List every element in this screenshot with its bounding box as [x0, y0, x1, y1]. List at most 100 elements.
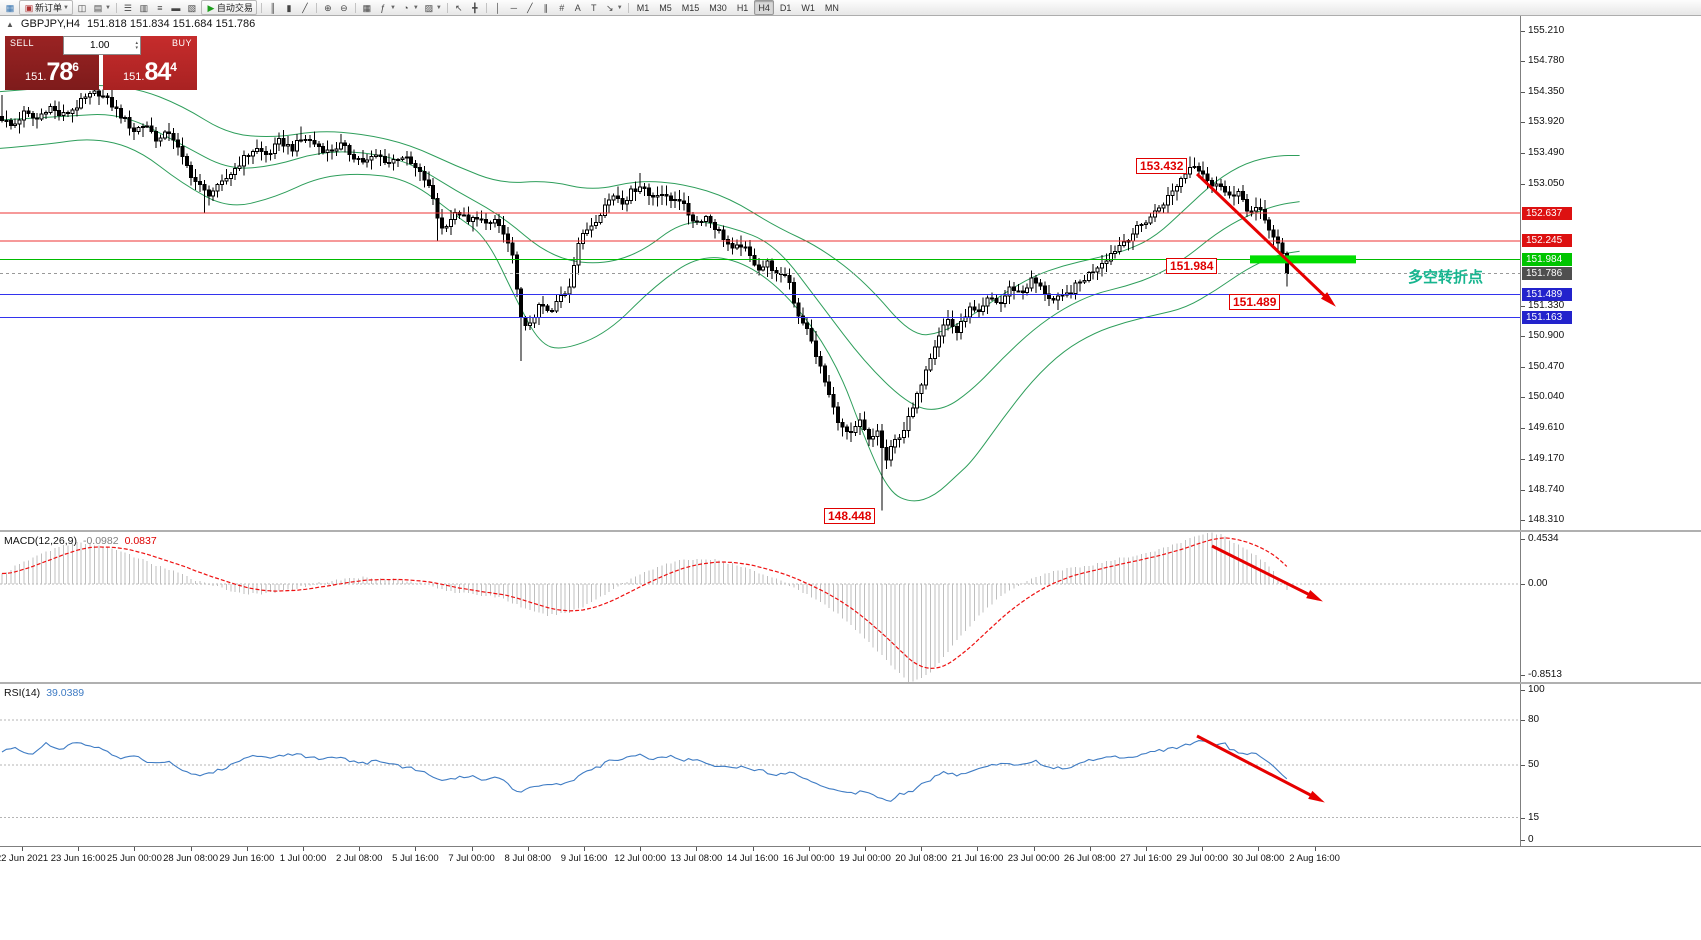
spinner-down-icon[interactable]: ▾ [135, 44, 138, 51]
profiles-icon[interactable]: ▤ ▼ [90, 1, 113, 14]
new-order-button[interactable]: ▣ 新订单 ▼ [19, 0, 73, 15]
price-tag-151.489: 151.489 [1522, 288, 1572, 302]
macd-axis-0.00-tick [1521, 584, 1525, 586]
arrows-icon[interactable]: ↘ ▼ [602, 1, 625, 14]
panel-splitter[interactable] [0, 682, 1701, 684]
templates-icon-dropdown-icon[interactable]: ▼ [435, 4, 442, 11]
time-label: 26 Jul 08:00 [1063, 853, 1116, 864]
volume-field[interactable]: 1.00 ▴ ▾ [63, 36, 141, 55]
line-chart-icon[interactable]: ╱ [297, 1, 313, 14]
fibonacci-icon[interactable]: # [554, 1, 570, 14]
strategy-tester-icon[interactable]: ▧ [184, 1, 200, 14]
time-label: 8 Jul 08:00 [504, 853, 552, 864]
time-tick [1033, 847, 1035, 851]
time-tick [1258, 847, 1260, 851]
price-annotation-151.984[interactable]: 151.984 [1166, 258, 1218, 274]
profiles-icon-dropdown-icon[interactable]: ▼ [104, 4, 111, 11]
zoom-in-icon[interactable]: ⊕ [320, 1, 336, 14]
timeframe-m5[interactable]: M5 [659, 2, 672, 13]
navigator-icon[interactable]: ≡ [152, 1, 168, 14]
timeframe-m30[interactable]: M30 [709, 2, 727, 13]
new-chart-icon[interactable]: ▦ [2, 1, 18, 14]
candlestick-chart-icon[interactable]: ▮ [281, 1, 297, 14]
volume-spinner[interactable]: ▴ ▾ [135, 39, 140, 51]
vertical-line-icon[interactable]: │ [490, 1, 506, 14]
channel-icon[interactable]: ∥ [538, 1, 554, 14]
timeframe-h1[interactable]: H1 [736, 2, 749, 13]
time-label: 22 Jun 2021 [0, 853, 49, 864]
chart-windows-icon[interactable]: ◫ [74, 1, 90, 14]
text-icon[interactable]: A [570, 1, 586, 14]
bar-chart-icon[interactable]: ║ [265, 1, 281, 14]
timeframe-h4[interactable]: H4 [754, 0, 774, 15]
timeframe-m1[interactable]: M1 [636, 2, 650, 13]
arrows-icon-dropdown-icon[interactable]: ▼ [616, 4, 623, 11]
market-watch-icon[interactable]: ☰ [120, 1, 136, 14]
rsi-axis-50-tick [1521, 765, 1525, 766]
timeframe-mn[interactable]: MN [824, 2, 839, 13]
trendline-icon[interactable]: ╱ [522, 1, 538, 14]
price-axis[interactable]: 155.210 154.780 154.350 153.920 153.490 153.0… [1520, 15, 1701, 846]
rsi-panel-canvas[interactable] [0, 684, 1520, 846]
terminal-icon[interactable]: ▬ [168, 1, 184, 14]
candlestick-chart-icon-glyph: ▮ [286, 2, 292, 13]
arrows-icon-glyph: ↘ [606, 2, 614, 13]
time-tick [921, 847, 923, 851]
trend-arrow-head [1308, 790, 1325, 803]
strategy-tester-icon-glyph: ▧ [187, 2, 197, 13]
price-tick-148.310: 148.310 [1528, 514, 1565, 526]
trend-arrow-head [1306, 590, 1323, 602]
price-tick-155.210-tick [1521, 30, 1525, 32]
price-tick-150.040-tick [1521, 397, 1525, 399]
panel-splitter[interactable] [0, 530, 1701, 532]
ask-price: 151.844 [123, 58, 177, 86]
timeframe-m15[interactable]: M15 [681, 2, 700, 13]
time-tick [471, 847, 473, 851]
time-tick [977, 847, 979, 851]
buy-button[interactable]: BUY 151.844 [103, 36, 197, 90]
indicators-icon[interactable]: ƒ ▼ [375, 1, 398, 14]
horizontal-line-icon[interactable]: ─ [506, 1, 522, 14]
indicators-icon-dropdown-icon[interactable]: ▼ [389, 4, 396, 11]
periods-icon-dropdown-icon[interactable]: ▼ [412, 4, 419, 11]
toolbar-separator [485, 2, 487, 13]
rsi-axis-0: 0 [1528, 834, 1534, 845]
tile-windows-icon[interactable]: ▦ [359, 1, 375, 14]
spinner-up-icon[interactable]: ▴ [135, 39, 138, 46]
data-window-icon[interactable]: ▥ [136, 1, 152, 14]
time-axis[interactable]: 22 Jun 2021 23 Jun 16:00 25 Jun 00:00 28 Ju… [0, 846, 1701, 869]
price-tick-148.740-tick [1521, 489, 1525, 491]
rsi-axis-15: 15 [1528, 811, 1540, 823]
tile-windows-icon-glyph: ▦ [362, 2, 372, 13]
data-window-icon-glyph: ▥ [139, 2, 149, 13]
time-label: 30 Jul 08:00 [1232, 853, 1285, 864]
templates-icon[interactable]: ▨ ▼ [421, 1, 444, 14]
price-tick-153.050: 153.050 [1528, 177, 1565, 189]
periods-icon[interactable]: ◔ ▼ [398, 1, 421, 14]
price-annotation-153.432[interactable]: 153.432 [1136, 158, 1188, 174]
time-label: 27 Jul 16:00 [1120, 853, 1172, 864]
timeframe-d1[interactable]: D1 [779, 2, 792, 13]
bollinger-middle-band [0, 114, 1300, 410]
time-tick [865, 847, 866, 851]
price-tick-153.920: 153.920 [1528, 116, 1565, 128]
time-label: 2 Aug 16:00 [1289, 853, 1340, 864]
price-annotation-148.448[interactable]: 148.448 [824, 508, 876, 524]
time-tick [1314, 847, 1316, 851]
timeframe-w1[interactable]: W1 [801, 2, 815, 13]
autotrade-button[interactable]: ▶ 自动交易 [200, 0, 257, 15]
macd-panel-canvas[interactable] [0, 532, 1520, 682]
zoom-out-icon[interactable]: ⊖ [336, 1, 352, 14]
channel-icon-glyph: ∥ [543, 2, 549, 13]
one-click-collapse-icon[interactable]: ▲ [6, 19, 14, 29]
macd-header: MACD(12,26,9) -0.0982 0.0837 [4, 535, 157, 547]
price-annotation-151.489[interactable]: 151.489 [1229, 294, 1281, 310]
cursor-icon[interactable]: ↖ [451, 1, 467, 14]
main-chart-canvas[interactable] [0, 15, 1520, 530]
new-order-button-dropdown-icon[interactable]: ▼ [63, 4, 69, 11]
text-label-icon[interactable]: T [586, 1, 602, 14]
time-tick [78, 847, 80, 851]
crosshair-icon[interactable]: ╋ [467, 1, 483, 14]
pivot-point-label[interactable]: 多空转折点 [1408, 269, 1484, 286]
